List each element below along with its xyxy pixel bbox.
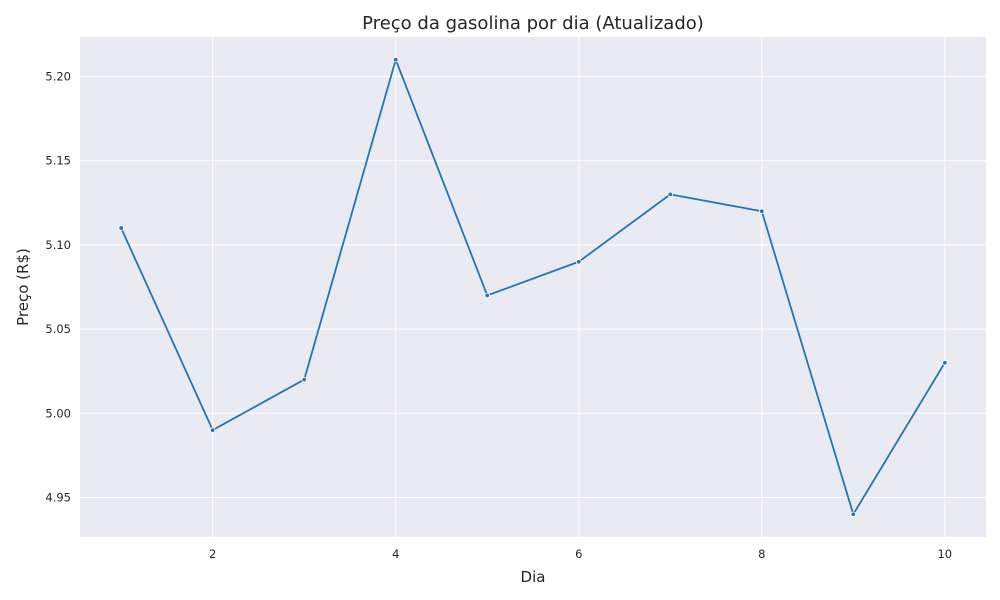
data-point — [484, 292, 490, 299]
y-tick-label: 5.15 — [45, 154, 71, 168]
x-tick-label: 4 — [392, 547, 399, 561]
data-point — [576, 259, 582, 265]
y-tick-label: 5.05 — [45, 322, 71, 336]
data-point — [393, 57, 399, 63]
data-point — [850, 511, 857, 517]
data-point — [942, 360, 948, 366]
data-point — [118, 225, 124, 231]
data-point — [667, 191, 673, 198]
x-tick-labels: 2 4 6 8 10 — [209, 547, 952, 561]
chart-title: Preço da gasolina por dia (Atualizado) — [362, 13, 704, 34]
y-tick-labels: 4.95 5.00 5.05 5.10 5.15 5.20 — [45, 70, 71, 505]
data-point — [301, 376, 307, 383]
x-axis-label: Dia — [521, 568, 546, 586]
grid — [80, 37, 986, 537]
data-point — [759, 208, 765, 214]
x-tick-label: 6 — [575, 547, 582, 561]
series-line — [120, 58, 946, 516]
y-tick-label: 5.20 — [45, 70, 71, 84]
y-axis-label: Preço (R$) — [14, 248, 32, 326]
y-tick-label: 5.10 — [45, 238, 71, 252]
x-tick-label: 10 — [937, 547, 952, 561]
series-layer — [118, 57, 948, 517]
x-tick-label: 2 — [209, 547, 216, 561]
x-tick-label: 8 — [758, 547, 765, 561]
y-tick-label: 5.00 — [45, 406, 71, 420]
data-point — [209, 427, 216, 433]
y-tick-label: 4.95 — [45, 490, 71, 504]
plot-area — [80, 37, 986, 537]
